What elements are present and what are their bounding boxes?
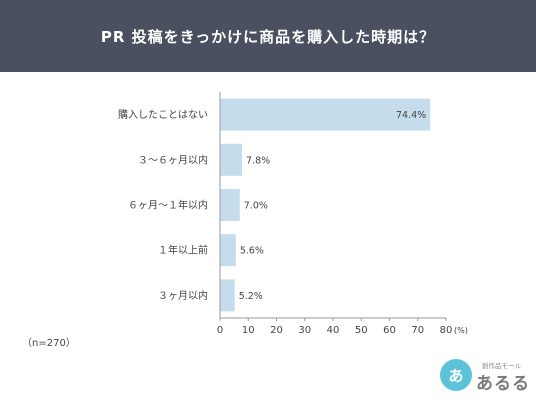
sample-size-note: （n=270）	[22, 338, 76, 349]
logo-subtitle: 創作品モール	[482, 362, 521, 370]
brand-logo: あ 創作品モール あるる	[438, 355, 530, 395]
chart-header: PR 投稿をきっかけに商品を購入した時期は？	[0, 0, 536, 72]
x-tick-label: 70	[411, 325, 424, 336]
bar	[220, 234, 236, 267]
bar	[220, 98, 431, 131]
bar	[220, 279, 235, 312]
logo-circle-icon	[440, 359, 472, 391]
category-label: ６ヶ月～１年以内	[128, 199, 208, 212]
x-tick-label: 60	[383, 325, 396, 336]
category-label: ３～６ヶ月以内	[138, 153, 208, 166]
data-label: 5.6%	[240, 246, 264, 257]
x-tick-label: 20	[270, 325, 283, 336]
data-label: 7.8%	[246, 155, 270, 166]
logo-mark: あ	[448, 366, 464, 385]
x-unit-label: (%)	[454, 326, 468, 335]
x-tick-label: 40	[327, 325, 340, 336]
bar	[220, 143, 243, 176]
data-label: 74.4%	[396, 110, 426, 121]
x-tick-label: 30	[298, 325, 311, 336]
x-tick-label: 50	[355, 325, 368, 336]
data-label: 5.2%	[239, 291, 263, 302]
data-label: 7.0%	[244, 201, 268, 212]
chart-title: PR 投稿をきっかけに商品を購入した時期は？	[100, 27, 436, 46]
bar	[220, 189, 240, 221]
category-label: ３ヶ月以内	[158, 289, 208, 302]
x-tick-label: 80	[440, 325, 453, 336]
logo-name: あるる	[476, 374, 530, 394]
category-label: １年以上前	[158, 244, 208, 257]
category-label: 購入したことはない	[118, 108, 208, 121]
x-tick-label: 0	[217, 325, 223, 336]
x-tick-label: 10	[242, 325, 255, 336]
